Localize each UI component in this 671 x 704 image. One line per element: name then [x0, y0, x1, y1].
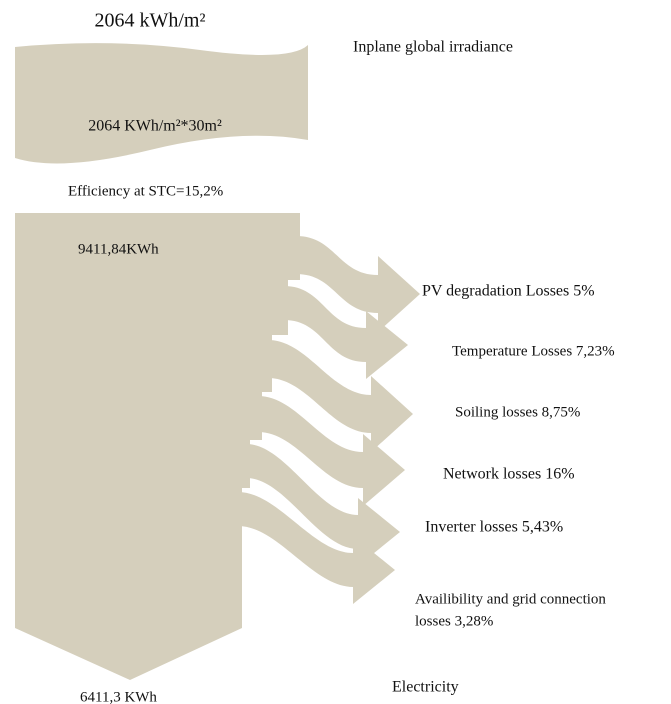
input-block	[15, 43, 308, 164]
input-value: 2064 KWh/m²*30m²	[88, 118, 222, 135]
loss-label: Availibility and grid connection	[415, 591, 606, 607]
loss-arrow	[238, 492, 395, 604]
title: 2064 kWh/m²	[95, 10, 206, 32]
loss-label: PV degradation Losses 5%	[422, 283, 595, 300]
production-block	[15, 213, 300, 680]
input-label: Inplane global irradiance	[353, 39, 513, 56]
loss-label: Temperature Losses 7,23%	[452, 343, 615, 359]
loss-arrow	[258, 396, 405, 506]
output-value: 6411,3 KWh	[80, 689, 157, 704]
loss-label: Inverter losses 5,43%	[425, 519, 563, 536]
loss-arrow	[246, 444, 400, 566]
loss-arrow	[284, 286, 408, 379]
loss-label: losses 3,28%	[415, 613, 493, 629]
dc-energy: 9411,84KWh	[78, 241, 159, 257]
loss-label: Soiling losses 8,75%	[455, 404, 580, 420]
loss-arrow	[268, 340, 413, 452]
loss-arrow	[296, 236, 420, 332]
efficiency: Efficiency at STC=15,2%	[68, 183, 223, 199]
loss-label: Network losses 16%	[443, 466, 575, 483]
output-label: Electricity	[392, 679, 459, 696]
